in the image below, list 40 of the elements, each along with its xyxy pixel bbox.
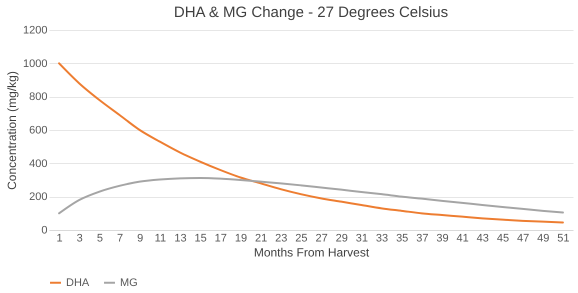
x-tick-label: 9: [137, 232, 144, 244]
x-tick-label: 3: [76, 232, 83, 244]
x-tick-label: 13: [174, 232, 187, 244]
x-tick-label: 27: [315, 232, 328, 244]
x-tick-label: 51: [557, 232, 570, 244]
y-tick-label: 400: [29, 158, 48, 170]
x-tick-label: 37: [416, 232, 428, 244]
x-tick-label: 7: [116, 232, 124, 244]
x-tick-label: 21: [254, 232, 268, 244]
x-tick-label: 47: [516, 232, 530, 244]
x-tick-label: 11: [154, 232, 166, 244]
x-tick-label: 45: [496, 232, 510, 244]
legend-label: MG: [120, 276, 138, 289]
x-tick-label: 41: [456, 232, 469, 244]
y-tick-label: 200: [29, 191, 48, 204]
y-axis-title: Concentration (mg/kg): [5, 71, 20, 190]
x-tick-label: 29: [336, 232, 348, 244]
x-tick-label: 33: [376, 232, 388, 244]
x-tick-label: 39: [436, 232, 449, 244]
x-tick-label: 15: [194, 232, 207, 244]
x-tick-label: 25: [295, 232, 308, 244]
x-tick-label: 43: [476, 232, 489, 244]
x-tick-label: 35: [396, 232, 408, 244]
y-tick-label: 1200: [23, 24, 48, 36]
x-tick-label: 49: [537, 232, 550, 244]
x-tick-label: 17: [214, 232, 227, 244]
y-tick-label: 600: [29, 124, 48, 136]
chart-title: DHA & MG Change - 27 Degrees Celsius: [174, 4, 448, 21]
legend-label: DHA: [66, 276, 90, 289]
y-tick-label: 800: [29, 91, 48, 104]
x-tick-label: 31: [356, 232, 368, 244]
line-series: [58, 177, 564, 214]
y-tick-label: 0: [41, 224, 48, 236]
x-tick-label: 23: [275, 232, 288, 244]
x-tick-label: 1: [56, 232, 63, 244]
line-series: [58, 62, 564, 224]
x-tick-label: 19: [234, 232, 248, 244]
y-tick-label: 1000: [23, 58, 48, 70]
x-axis-title: Months From Harvest: [254, 246, 370, 260]
x-tick-label: 5: [96, 232, 103, 244]
